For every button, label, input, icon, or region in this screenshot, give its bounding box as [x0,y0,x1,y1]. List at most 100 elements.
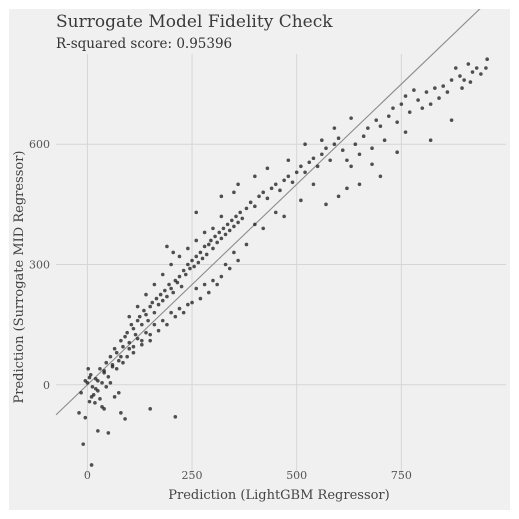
data-point [227,228,232,233]
data-point [340,148,345,153]
data-point [416,98,420,102]
data-point [299,198,303,203]
data-point [190,300,194,305]
data-point [221,226,226,231]
data-point [129,322,134,327]
data-point [382,138,387,143]
data-point [160,272,165,277]
data-point [87,375,92,380]
tick-labels: 0 250 500 750 0 300 600 [29,138,412,482]
data-point [77,411,81,415]
scatter-plot: 0 250 500 750 0 300 600 [29,9,506,482]
data-point [386,114,391,118]
data-point [177,254,182,259]
data-point [152,310,157,315]
data-point [303,142,307,147]
data-point [261,226,266,231]
data-point [194,286,199,291]
data-point [127,340,132,345]
data-point [225,222,230,227]
data-point [253,174,257,179]
data-point [165,244,169,249]
data-point [96,389,100,393]
x-axis-label: Prediction (LightGBM Regressor) [168,488,390,503]
data-point [148,338,152,343]
data-point [215,240,219,245]
data-point [370,146,374,151]
data-point [307,160,312,165]
data-point [194,254,199,259]
data-point [282,178,286,183]
data-point [244,242,249,247]
data-point [194,210,199,215]
chart-title: Surrogate Model Fidelity Check [56,12,333,32]
data-point [79,391,83,395]
x-tick-label: 250 [182,469,203,482]
data-point [165,294,169,299]
data-point [171,290,176,295]
data-point [98,397,102,401]
data-point [232,190,236,195]
y-tick-label: 600 [29,138,50,151]
data-point [190,258,194,263]
data-point [152,322,157,327]
data-point [219,236,224,241]
data-point [407,110,412,114]
data-point [441,84,446,88]
data-point [395,120,399,124]
data-point [424,90,429,94]
y-tick-label: 0 [43,379,50,392]
data-point [378,174,383,179]
data-point [420,106,425,110]
data-point [116,391,121,395]
data-point [336,136,341,140]
data-point [303,170,307,175]
data-points [77,57,489,467]
data-point [202,230,207,235]
data-point [96,429,100,433]
data-point [234,214,238,219]
data-point [154,296,159,301]
data-point [403,94,408,98]
data-point [116,358,121,363]
data-point [150,300,155,305]
data-point [370,162,374,167]
data-point [91,393,96,397]
data-point [449,118,454,122]
data-point [133,332,138,337]
data-point [460,86,464,90]
data-point [437,96,441,100]
data-point [123,417,127,421]
data-point [137,314,142,319]
data-point [357,152,362,157]
data-point [160,318,165,323]
data-point [119,338,123,343]
data-point [93,376,98,381]
reference-line-group [55,9,481,416]
data-point [445,90,450,94]
data-point [399,102,404,106]
data-point [108,354,113,359]
x-tick-label: 500 [286,469,307,482]
data-point [345,158,349,163]
data-point [232,250,236,255]
data-point [88,372,93,377]
data-point [412,88,416,92]
data-point [278,188,282,193]
data-point [223,232,228,237]
data-point [186,246,190,251]
data-point [211,278,215,283]
data-point [213,234,217,239]
data-point [123,334,127,339]
data-point [265,196,270,201]
data-point [315,164,320,169]
data-point [215,282,219,287]
data-point [345,186,349,191]
data-point [169,310,173,315]
data-point [156,302,161,307]
data-point [244,206,249,211]
data-point [127,346,132,351]
data-point [311,182,316,187]
data-point [98,366,102,371]
data-point [219,194,224,199]
